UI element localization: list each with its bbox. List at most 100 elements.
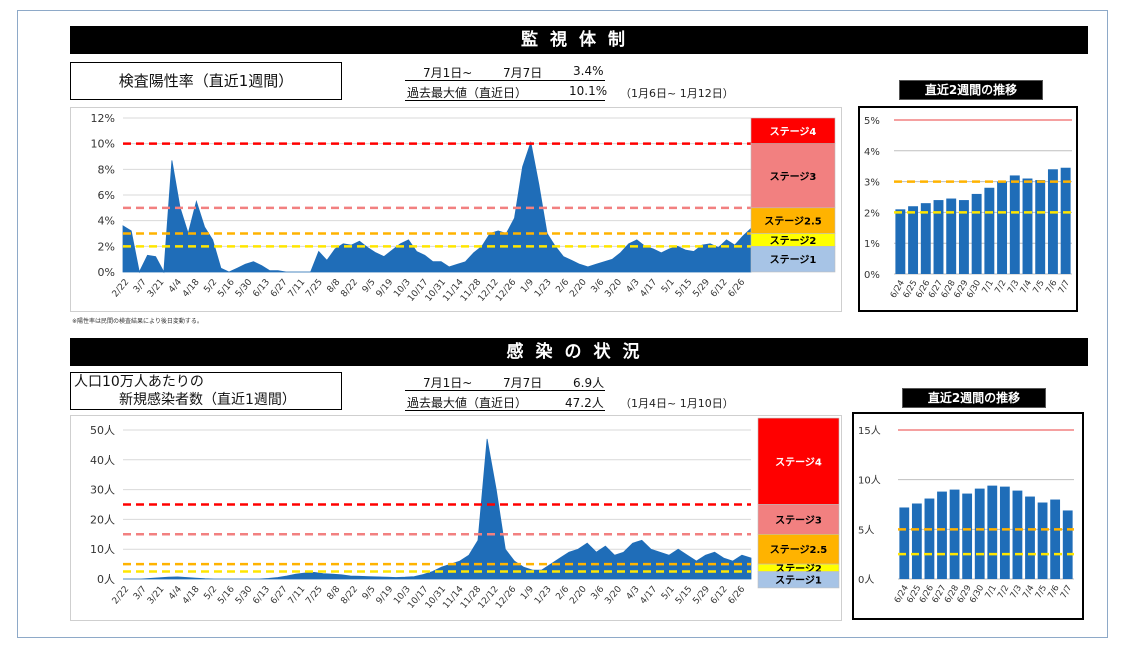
bar	[1037, 502, 1048, 579]
bar	[908, 206, 919, 274]
cases-mini-box: 0人 5人 10人 15人 6/24 6/25 6/26 6/27 6/28 6/29 6/30 7/…	[852, 412, 1084, 620]
positivity-chart-box: 0% 2% 4% 6% 8% 10% 12% ステージ4 ステージ3 ステージ2.5 ステージ2 ステ…	[70, 107, 842, 312]
y-tick-label: 20人	[90, 513, 115, 526]
y-tick-label: 12%	[91, 112, 115, 125]
y-tick-label: 0%	[864, 270, 880, 281]
y-tick-label: 0人	[97, 573, 115, 586]
y-tick-label: 15人	[858, 425, 881, 437]
bar	[971, 193, 982, 274]
max-label: 過去最大値（直近日）	[407, 86, 528, 100]
cases-chart: 0人10人20人30人40人50人ステージ4ステージ3ステージ2.5ステージ2ス…	[90, 417, 840, 611]
bar	[933, 200, 944, 274]
x-tick-label: 2/22	[111, 585, 132, 607]
positivity-mini-title: 直近2週間の推移	[899, 80, 1043, 100]
x-tick-label: 7/3	[1009, 584, 1025, 601]
y-tick-label: 0%	[98, 266, 115, 279]
bar	[1050, 499, 1061, 579]
bar	[1047, 169, 1058, 274]
y-tick-label: 1%	[864, 239, 880, 250]
y-tick-label: 5人	[858, 524, 874, 536]
stage-band-label: ステージ4	[775, 456, 822, 468]
bar	[958, 200, 969, 274]
stage-band	[757, 504, 840, 535]
y-tick-label: 8%	[98, 163, 115, 176]
cases-recent-period-to: 7月7日	[503, 376, 543, 390]
x-tick-label: 6/26	[727, 277, 748, 299]
y-tick-label: 10人	[90, 543, 115, 556]
x-tick-label: 5/29	[691, 584, 712, 606]
stage-band-label: ステージ3	[775, 514, 822, 526]
bar	[1022, 178, 1033, 274]
cases-title-line2: 新規感染者数（直近1週間）	[119, 392, 296, 408]
page-frame	[17, 10, 1108, 638]
bar	[974, 488, 985, 579]
x-tick-label: 7/6	[1044, 279, 1060, 296]
bar	[987, 485, 998, 579]
cases-mini-title: 直近2週間の推移	[902, 388, 1046, 408]
y-tick-label: 50人	[90, 424, 115, 437]
positivity-title: 検査陽性率（直近1週間）	[70, 62, 342, 100]
bar	[920, 203, 931, 274]
x-tick-label: 1/23	[533, 585, 554, 607]
cases-summary: 7月1日~ 7月7日 6.9人 過去最大値（直近日） 47.2人	[405, 372, 605, 412]
stage-band-label: ステージ2.5	[764, 216, 822, 228]
stage-band-label: ステージ2	[770, 235, 817, 247]
positivity-mini-box: 0% 1% 2% 3% 4% 5% 6/24 6/25 6/26 6/27 6/28 6/29 6/30…	[858, 106, 1078, 312]
bar	[911, 503, 922, 579]
x-tick-label: 7/4	[1019, 279, 1035, 296]
x-tick-label: 2/20	[568, 277, 589, 299]
y-tick-label: 2%	[864, 208, 880, 219]
bar	[924, 498, 935, 579]
bar	[895, 209, 906, 274]
y-tick-label: 2%	[98, 240, 115, 253]
bar	[1060, 167, 1071, 274]
max-value: 10.1%	[569, 84, 608, 98]
y-tick-label: 3%	[864, 178, 880, 189]
x-tick-label: 2/22	[111, 278, 132, 300]
max-range: （1月6日~ 1月12日）	[620, 87, 734, 100]
x-tick-label: 7/1	[980, 279, 996, 296]
positivity-chart: 0% 2% 4% 6% 8% 10% 12% ステージ4 ステージ3 ステージ2.5 ステージ2 ステ…	[91, 112, 836, 304]
cases-max-range: （1月4日~ 1月10日）	[620, 397, 734, 410]
y-tick-label: 0人	[858, 574, 874, 586]
x-tick-label: 5/16	[216, 277, 237, 299]
x-tick-label: 9/19	[375, 277, 396, 299]
cases-max-label: 過去最大値（直近日）	[407, 396, 528, 410]
x-tick-label: 7/6	[1046, 584, 1062, 601]
x-tick-label: 7/5	[1034, 584, 1050, 601]
x-tick-label: 12/26	[494, 277, 519, 304]
cases-title: 人口10万人あたりの 新規感染者数（直近1週間）	[70, 372, 342, 410]
bar	[984, 187, 995, 274]
stage-band-label: ステージ2.5	[770, 544, 828, 556]
x-tick-label: 7/4	[1021, 584, 1037, 601]
positivity-note: ※陽性率は民間の検査結果により後日変動する。	[72, 318, 203, 325]
x-tick-label: 6/27	[269, 278, 290, 300]
bar	[1062, 510, 1073, 579]
monitoring-banner: 監視体制	[70, 26, 1088, 54]
x-tick-label: 7/11	[287, 278, 308, 300]
series-area	[122, 140, 752, 274]
cases-title-line1: 人口10万人あたりの	[74, 374, 204, 390]
x-tick-label: 3/21	[146, 278, 167, 300]
x-tick-label: 8/22	[339, 585, 360, 607]
positivity-title-text: 検査陽性率（直近1週間）	[118, 72, 294, 90]
bar	[1025, 496, 1035, 579]
stage-band	[757, 571, 840, 589]
y-tick-label: 6%	[98, 189, 115, 202]
stage-band	[757, 534, 840, 565]
x-tick-label: 7/2	[993, 279, 1009, 296]
x-tick-label: 2/20	[568, 584, 589, 606]
bar	[962, 493, 973, 579]
x-tick-label: 6/13	[251, 585, 272, 607]
stage-band-label: ステージ3	[770, 171, 817, 183]
y-tick-label: 40人	[90, 454, 115, 467]
bar	[999, 486, 1010, 579]
x-tick-label: 5/16	[216, 584, 237, 606]
x-tick-label: 7/25	[304, 585, 325, 607]
x-tick-label: 7/5	[1031, 279, 1047, 296]
bar	[1009, 175, 1020, 274]
y-tick-label: 30人	[90, 484, 115, 497]
y-tick-label: 5%	[864, 116, 880, 127]
x-tick-label: 7/11	[287, 585, 308, 607]
bar	[937, 491, 947, 579]
